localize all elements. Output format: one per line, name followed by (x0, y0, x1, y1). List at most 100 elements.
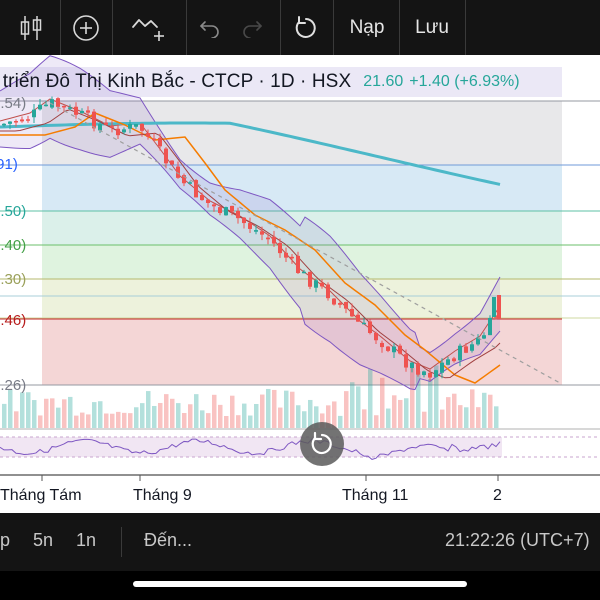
candle-body (332, 298, 336, 305)
volume-bar (50, 398, 55, 428)
candle-body (254, 230, 258, 232)
volume-bar (164, 394, 169, 428)
candle-body (2, 123, 6, 126)
home-indicator[interactable] (133, 581, 467, 587)
volume-bar (140, 403, 145, 428)
chart-area[interactable]: t triển Đô Thị Kinh Bắc - CTCP · 1D · HS… (0, 55, 600, 513)
volume-bar (446, 397, 451, 428)
indicators-button[interactable] (114, 0, 184, 55)
candle-body (260, 231, 264, 235)
candle-body (158, 137, 162, 147)
price-change: +1.40 (+6.93%) (409, 73, 520, 90)
reset-view-button[interactable] (300, 422, 344, 466)
volume-bar (440, 409, 445, 428)
volume-bar (128, 413, 133, 428)
volume-bar (194, 394, 199, 428)
candle-body (164, 148, 168, 164)
volume-bar (92, 402, 97, 428)
volume-bar (398, 399, 403, 428)
volume-bar (32, 400, 37, 428)
reset-icon (295, 15, 316, 38)
candle-body (122, 129, 126, 133)
undo-button[interactable] (194, 0, 226, 55)
candle-body (320, 282, 324, 287)
top-toolbar: Nạp Lưu (0, 0, 600, 55)
redo-button[interactable] (236, 0, 268, 55)
candle-body (236, 210, 240, 219)
bottom-toolbar: p 5n 1n Đến... 21:22:26 (UTC+7) (0, 513, 600, 571)
volume-bar (368, 369, 373, 428)
candle-body (278, 242, 282, 254)
volume-bar (110, 413, 115, 428)
chart-type-button[interactable] (8, 0, 53, 55)
candle-body (218, 207, 222, 214)
toolbar-divider (465, 0, 466, 55)
volume-bar (422, 411, 427, 428)
candle-body (212, 204, 216, 207)
trend-line[interactable] (49, 102, 561, 384)
goto-date-button[interactable]: Đến... (144, 530, 193, 550)
fibonacci-retracement[interactable] (0, 67, 600, 386)
candle-body (482, 335, 486, 339)
volume-bar (44, 398, 49, 428)
candle-body (464, 346, 468, 353)
price-chart[interactable] (0, 55, 600, 513)
candlesticks (2, 96, 501, 381)
add-button[interactable] (62, 0, 110, 55)
symbol-title: t triển Đô Thị Kinh Bắc - CTCP · 1D · HS… (0, 71, 352, 92)
save-button[interactable]: Lưu (401, 0, 463, 55)
bollinger-lower (0, 137, 501, 391)
volume-bar (308, 399, 313, 428)
candle-body (176, 166, 180, 178)
interval-1h-button[interactable]: 1n (76, 530, 97, 550)
candle-body (80, 110, 84, 114)
volume-bar (476, 407, 481, 428)
last-price: 21.60 (363, 73, 404, 90)
volume-bar (116, 411, 121, 428)
toolbar-divider (280, 0, 281, 55)
candle-body (266, 237, 270, 240)
volume-bar (404, 398, 409, 428)
volume-bar (188, 404, 193, 428)
volume-bar (98, 401, 103, 428)
candle-body (248, 223, 252, 229)
load-button[interactable]: Nạp (335, 0, 399, 55)
reset-button-toolbar[interactable] (286, 0, 326, 55)
fib-level-label: 9.50) (0, 203, 27, 220)
volume-bar (464, 407, 469, 428)
interval-5m-button[interactable]: 5n (33, 530, 54, 550)
volume-bar (416, 371, 421, 428)
candle-body (338, 303, 342, 305)
volume-bar (68, 396, 73, 428)
candle-body (398, 345, 402, 354)
toolbar-divider (60, 0, 61, 55)
reset-icon (311, 431, 332, 455)
fib-level-label: 3.30) (0, 271, 27, 288)
volume-bar (218, 404, 223, 428)
candle-body (74, 106, 78, 115)
volume-bar (20, 392, 25, 428)
candle-body (110, 126, 114, 128)
candle-body (392, 346, 396, 353)
interval-button[interactable]: p (0, 530, 11, 550)
bollinger-upper (0, 55, 501, 354)
volume-bar (452, 393, 457, 428)
volume-bar (38, 415, 43, 428)
candle-body (38, 104, 42, 110)
volume-bar (470, 389, 475, 428)
timezone-clock[interactable]: 21:22:26 (UTC+7) (445, 530, 590, 550)
volume-bar (74, 415, 79, 428)
x-axis-label: Tháng 9 (133, 487, 192, 504)
fib-zone (42, 211, 562, 245)
candle-body (308, 271, 312, 287)
volume-bar (332, 401, 337, 428)
volume-bar (170, 398, 175, 428)
candle-body (182, 175, 186, 184)
redo-icon (243, 20, 262, 38)
candle-body (404, 354, 408, 368)
candle-body (302, 271, 306, 274)
volume-bar (248, 415, 253, 428)
volume-bar (146, 391, 151, 428)
symbol-legend[interactable]: t triển Đô Thị Kinh Bắc - CTCP · 1D · HS… (0, 67, 600, 97)
load-label: Nạp (349, 16, 385, 38)
